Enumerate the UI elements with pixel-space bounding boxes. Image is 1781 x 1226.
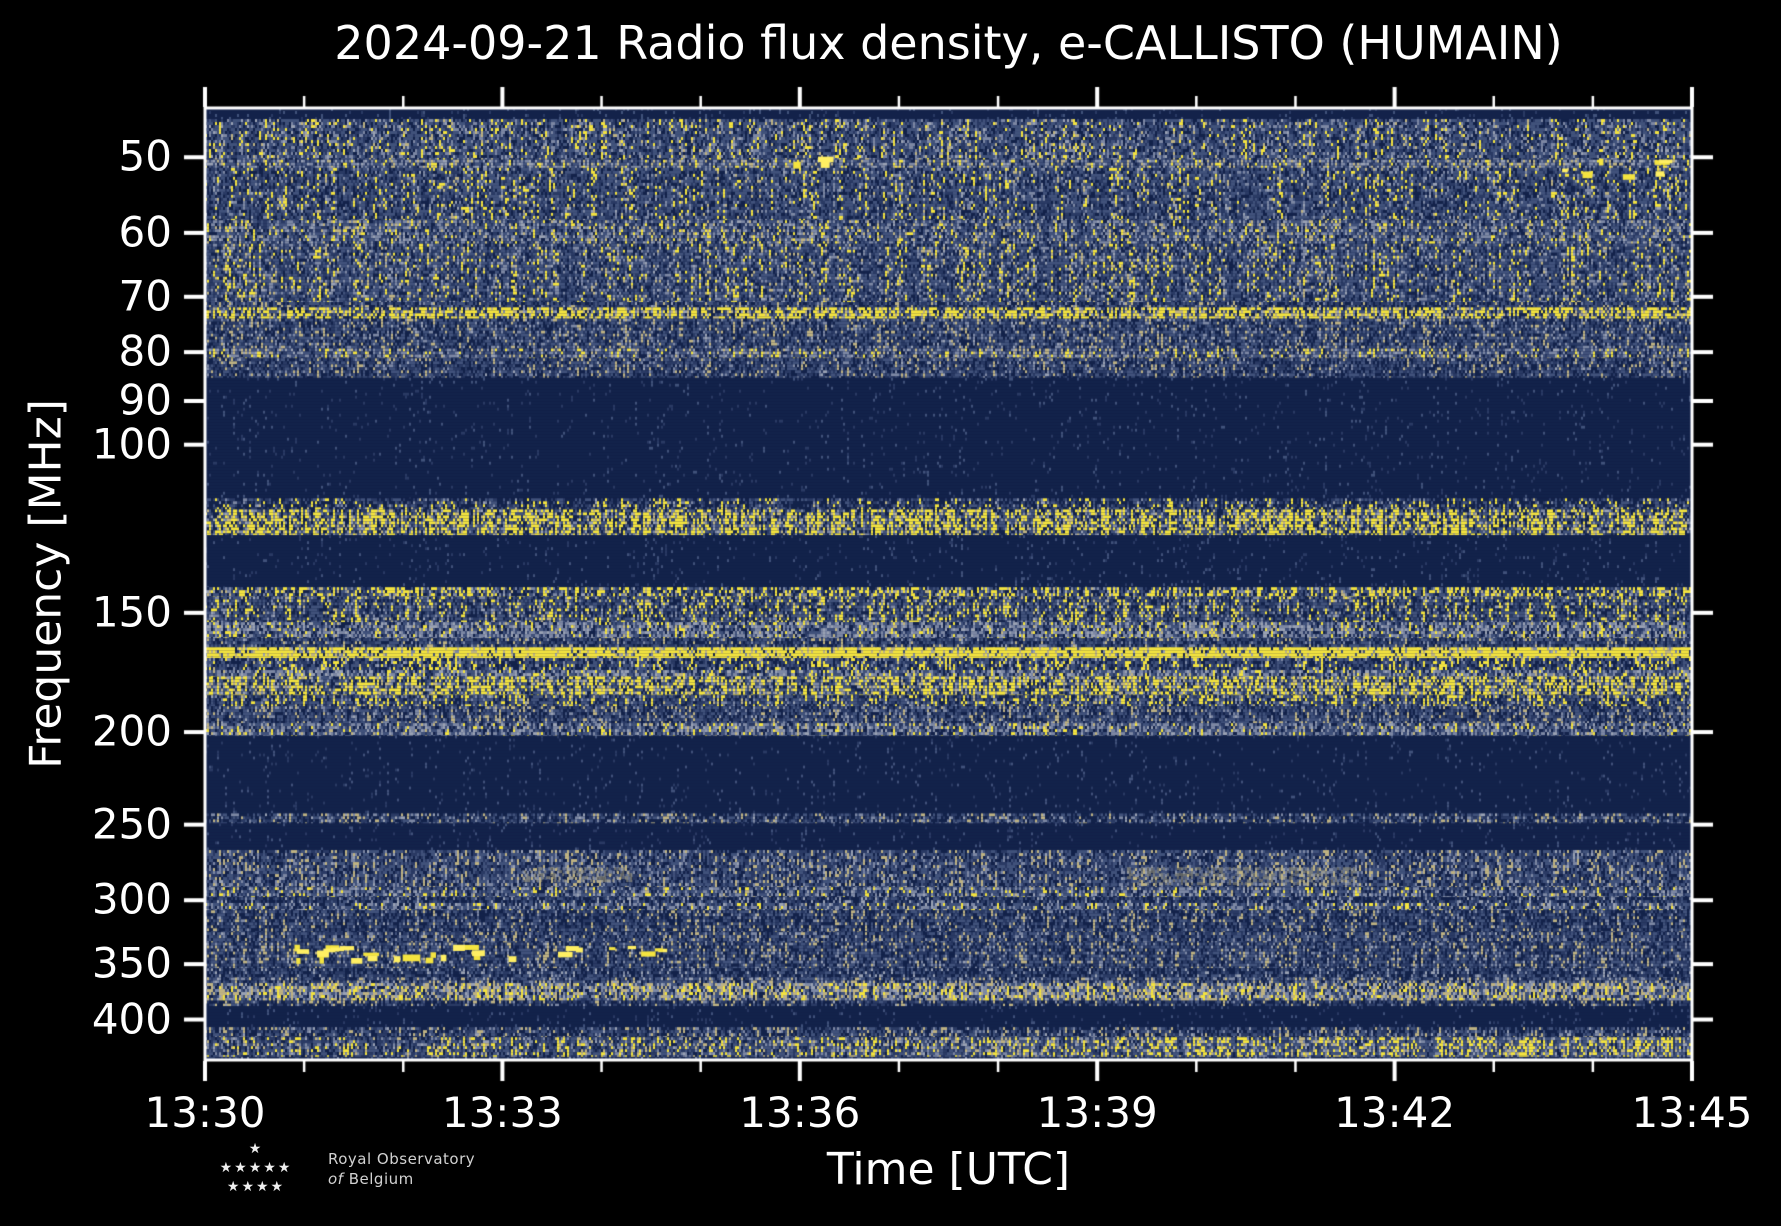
- y-tick-label: 80: [118, 326, 172, 376]
- x-tick-label: 13:30: [144, 1088, 266, 1137]
- logo-text: Royal Observatory of Belgium: [328, 1149, 475, 1189]
- logo-text-line1: Royal Observatory: [328, 1149, 476, 1168]
- x-tick-label: 13:45: [1631, 1088, 1753, 1137]
- y-axis-label: Frequency [MHz]: [20, 399, 72, 769]
- x-tick-label: 13:42: [1334, 1088, 1456, 1137]
- x-tick-label: 13:36: [739, 1088, 861, 1137]
- y-tick-label: 250: [91, 799, 172, 849]
- x-tick-label: 13:33: [441, 1088, 563, 1137]
- logo-text-belgium: Belgium: [348, 1169, 414, 1188]
- logo-star-row: ★★★★: [226, 1179, 286, 1195]
- logo-text-of: of: [328, 1169, 344, 1188]
- x-axis-tick-labels: 13:30 13:33 13:36 13:39 13:42 13:45: [0, 1088, 1781, 1140]
- y-tick-label: 150: [91, 587, 172, 637]
- y-tick-label: 50: [118, 131, 172, 181]
- logo-stars-icon: ★ ★★★★★ ★★★★: [206, 1140, 306, 1197]
- logo-star-row: ★★★★★: [219, 1160, 293, 1176]
- x-tick-label: 13:39: [1036, 1088, 1158, 1137]
- y-tick-label: 90: [118, 375, 172, 425]
- chart-title: 2024-09-21 Radio flux density, e-CALLIST…: [334, 16, 1563, 70]
- y-tick-label: 400: [91, 994, 172, 1044]
- y-tick-label: 350: [91, 938, 172, 988]
- logo-star-row: ★: [248, 1141, 264, 1157]
- royal-observatory-logo: ★ ★★★★★ ★★★★ Royal Observatory of Belgiu…: [206, 1140, 475, 1197]
- logo-text-line2: of Belgium: [328, 1169, 475, 1189]
- y-tick-label: 200: [91, 706, 172, 756]
- y-tick-label: 100: [91, 419, 172, 469]
- y-axis-tick-labels: 50 60 70 80 90 100 150 200 250 300 350 400: [0, 0, 172, 1226]
- y-tick-label: 70: [118, 271, 172, 321]
- y-tick-label: 300: [91, 874, 172, 924]
- y-tick-label: 60: [118, 207, 172, 257]
- x-axis-label: Time [UTC]: [826, 1144, 1071, 1195]
